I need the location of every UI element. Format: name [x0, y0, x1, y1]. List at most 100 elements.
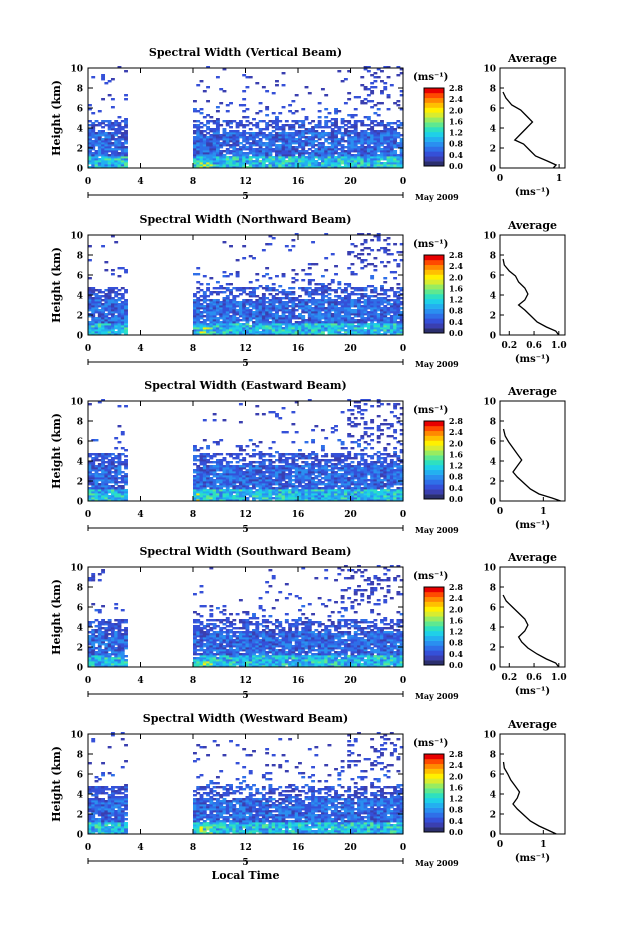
colorbar-tick-label: 0.0: [449, 328, 463, 338]
colorbar-unit: (ms⁻¹): [413, 72, 448, 83]
heatmap-cell: [124, 289, 128, 291]
heatmap-cell: [193, 100, 197, 102]
heatmap-cell: [118, 441, 122, 443]
heatmap-cell: [377, 114, 381, 116]
colorbar-tick-label: 1.6: [449, 283, 463, 293]
heatmap-cell: [239, 403, 243, 405]
heatmap-cell: [311, 279, 315, 281]
heatmap-cell: [121, 431, 125, 433]
heatmap-cell: [268, 447, 272, 449]
heatmap-cell: [387, 249, 391, 251]
heatmap-cell: [114, 437, 118, 439]
heatmap-cell: [262, 413, 266, 415]
heatmap-cell: [272, 237, 276, 239]
y-tick-label: 2: [77, 145, 83, 155]
heatmap-cell: [351, 413, 355, 415]
heatmap-cell: [314, 425, 318, 427]
heatmap-cell: [278, 285, 282, 287]
heatmap-cell: [88, 245, 92, 247]
heatmap-cell: [396, 100, 400, 102]
heatmap-cell: [88, 104, 92, 106]
heatmap-cell: [219, 102, 223, 104]
heatmap-cell: [101, 245, 105, 247]
heatmap-cell: [255, 82, 259, 84]
heatmap-cell: [193, 445, 197, 447]
colorbar-tick-label: 2.0: [449, 272, 463, 282]
heatmap-cell: [239, 453, 243, 455]
heatmap-cell: [239, 445, 243, 447]
heatmap-cells: [88, 66, 404, 168]
heatmap-cell: [334, 425, 338, 427]
heatmap-cell: [354, 245, 358, 247]
heatmap-cell: [265, 90, 269, 92]
heatmap-cell: [118, 405, 122, 407]
heatmap-cell: [295, 110, 299, 112]
heatmap-cell: [383, 281, 387, 283]
heatmap-cell: [255, 273, 259, 275]
y-tick-label: 0: [77, 165, 83, 175]
heatmap-cell: [387, 261, 391, 263]
heatmap-cell: [242, 257, 246, 259]
heatmap-cell: [229, 126, 233, 128]
heatmap-cell: [219, 439, 223, 441]
heatmap-cell: [341, 411, 345, 413]
heatmap-cell: [216, 281, 220, 283]
heatmap-cell: [196, 84, 200, 86]
heatmap-cell: [387, 243, 391, 245]
average-x-tick-label: 1: [556, 174, 562, 184]
heatmap-cell: [347, 417, 351, 419]
heatmap-cell: [249, 76, 253, 78]
heatmap-cell: [203, 275, 207, 277]
heatmap-cell: [357, 443, 361, 445]
heatmap-cell: [98, 110, 102, 112]
heatmap-cell: [229, 102, 233, 104]
average-y-tick-label: 2: [490, 312, 496, 322]
average-y-tick-label: 2: [490, 145, 496, 155]
heatmap-cell: [321, 445, 325, 447]
heatmap-cell: [200, 108, 204, 110]
heatmap-cell: [91, 112, 95, 114]
heatmap-cell: [377, 108, 381, 110]
y-tick-label: 8: [77, 85, 83, 95]
heatmap-cell: [347, 120, 351, 122]
average-y-tick-label: 6: [490, 272, 496, 282]
heatmap-cell: [111, 78, 115, 80]
colorbar-swatch: [424, 103, 444, 108]
heatmap-cell: [206, 283, 210, 285]
average-x-tick-label: 1.0: [551, 341, 567, 351]
heatmap-cell: [278, 120, 282, 122]
heatmap-cell: [393, 277, 397, 279]
heatmap-cell: [255, 413, 259, 415]
heatmap-cell: [324, 94, 328, 96]
heatmap-cell: [291, 269, 295, 271]
heatmap-cell: [318, 120, 322, 122]
heatmap-cell: [124, 473, 128, 475]
colorbar-tick-label: 0.8: [449, 306, 463, 316]
heatmap-cell: [275, 80, 279, 82]
heatmap-cell: [393, 259, 397, 261]
heatmap-cell: [206, 100, 210, 102]
heatmap-cell: [324, 108, 328, 110]
heatmap-cell: [275, 116, 279, 118]
day-label: 5: [242, 359, 248, 369]
average-profile-line: [503, 259, 559, 335]
heatmap-cell: [347, 283, 351, 285]
colorbar-swatch: [424, 270, 444, 275]
heatmap-cell: [324, 453, 328, 455]
colorbar-swatch: [424, 122, 444, 127]
heatmap-cell: [124, 459, 128, 461]
heatmap-cell: [331, 253, 335, 255]
month-label: May 2009: [415, 192, 459, 202]
heatmap-cells: [88, 233, 404, 335]
colorbar-swatch: [424, 151, 444, 156]
heatmap-cell: [308, 92, 312, 94]
heatmap-cell: [357, 96, 361, 98]
x-tick-label: 12: [239, 344, 252, 354]
month-label: May 2009: [415, 359, 459, 369]
heatmap-cell: [305, 86, 309, 88]
heatmap-cell: [124, 489, 128, 491]
heatmap-cell: [370, 249, 374, 251]
colorbar-swatch: [424, 108, 444, 113]
heatmap-cell: [282, 72, 286, 74]
heatmap-cell: [396, 104, 400, 106]
